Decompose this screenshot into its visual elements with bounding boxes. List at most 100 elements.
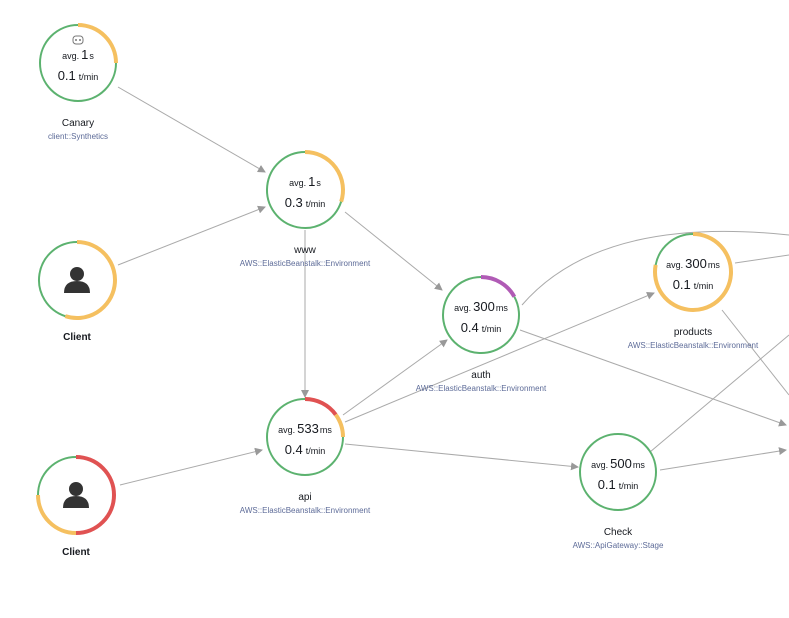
node-name: products	[674, 327, 712, 338]
edge	[659, 447, 787, 471]
avg-value: 500	[610, 456, 632, 471]
avg-unit: ms	[633, 460, 645, 470]
service-node[interactable]: avg. 1s0.3 t/minwwwAWS::ElasticBeanstalk::…	[240, 150, 371, 268]
health-ring	[304, 397, 338, 416]
health-ring	[37, 456, 77, 496]
node-bg	[267, 399, 343, 475]
node-bg	[40, 25, 116, 101]
health-ring	[304, 150, 345, 203]
avg-value: 300	[685, 256, 707, 271]
user-icon-head	[69, 482, 83, 496]
rate-value: 0.1	[673, 277, 691, 292]
health-ring	[334, 413, 345, 438]
health-ring	[64, 240, 117, 320]
avg-latency: avg. 1s	[62, 47, 94, 62]
health-ring	[653, 232, 733, 312]
node-name: Client	[62, 547, 90, 558]
rate-value: 0.3	[285, 195, 303, 210]
throughput: 0.1 t/min	[598, 477, 639, 492]
edge	[344, 292, 655, 423]
avg-prefix: avg.	[454, 303, 471, 313]
node-name: Canary	[62, 118, 94, 129]
avg-prefix: avg.	[289, 178, 306, 188]
node-name: auth	[471, 370, 490, 381]
health-ring	[38, 241, 78, 318]
health-ring	[36, 494, 77, 535]
avg-unit: s	[316, 178, 321, 188]
node-bg	[267, 152, 343, 228]
canary-icon	[72, 35, 84, 45]
canary-eye	[79, 39, 81, 41]
health-ring	[579, 433, 657, 511]
node-bg	[580, 434, 656, 510]
rate-unit: t/min	[306, 446, 326, 456]
avg-prefix: avg.	[62, 51, 79, 61]
avg-unit: ms	[496, 303, 508, 313]
node-type: AWS::ApiGateway::Stage	[573, 541, 664, 550]
throughput: 0.1 t/min	[58, 68, 99, 83]
health-ring	[654, 233, 694, 266]
node-bg	[443, 277, 519, 353]
edge	[117, 86, 266, 173]
throughput: 0.3 t/min	[285, 195, 326, 210]
avg-latency: avg. 500ms	[591, 456, 645, 471]
edge	[344, 211, 443, 291]
health-ring	[266, 398, 344, 476]
node-name: Check	[604, 527, 633, 538]
avg-value: 300	[473, 299, 495, 314]
avg-latency: avg. 533ms	[278, 421, 332, 436]
user-icon-body	[64, 281, 90, 293]
rate-value: 0.4	[461, 320, 479, 335]
canary-eye	[75, 39, 77, 41]
node-bg	[655, 234, 731, 310]
edge	[344, 443, 579, 471]
avg-unit: s	[89, 51, 94, 61]
edge	[734, 254, 789, 264]
node-name: api	[298, 492, 311, 503]
health-ring	[266, 151, 343, 229]
edge	[117, 205, 266, 266]
health-ring	[77, 23, 118, 64]
avg-prefix: avg.	[666, 260, 683, 270]
throughput: 0.4 t/min	[285, 442, 326, 457]
throughput: 0.1 t/min	[673, 277, 714, 292]
node-type: AWS::ElasticBeanstalk::Environment	[240, 506, 371, 515]
avg-unit: ms	[708, 260, 720, 270]
health-ring	[39, 24, 117, 102]
user-icon-body	[63, 496, 89, 508]
avg-value: 1	[308, 174, 315, 189]
avg-prefix: avg.	[591, 460, 608, 470]
avg-unit: ms	[320, 425, 332, 435]
rate-value: 0.1	[58, 68, 76, 83]
rate-unit: t/min	[306, 199, 326, 209]
health-ring	[75, 455, 116, 535]
rate-unit: t/min	[79, 72, 99, 82]
node-type: AWS::ElasticBeanstalk::Environment	[416, 384, 547, 393]
nodes: avg. 1s0.1 t/minCanaryclient::Syntheticsav…	[36, 23, 759, 558]
node-type: AWS::ElasticBeanstalk::Environment	[240, 259, 371, 268]
edge	[119, 447, 263, 486]
throughput: 0.4 t/min	[461, 320, 502, 335]
health-ring	[442, 276, 520, 354]
node-type: client::Synthetics	[48, 132, 108, 141]
avg-prefix: avg.	[278, 425, 295, 435]
avg-value: 533	[297, 421, 319, 436]
health-ring	[480, 275, 517, 298]
rate-unit: t/min	[619, 481, 639, 491]
avg-latency: avg. 1s	[289, 174, 321, 189]
node-name: www	[293, 245, 316, 256]
node-name: Client	[63, 332, 91, 343]
rate-unit: t/min	[694, 281, 714, 291]
avg-latency: avg. 300ms	[666, 256, 720, 271]
edge	[649, 334, 789, 453]
service-node[interactable]: Client	[38, 240, 117, 343]
service-node[interactable]: Client	[36, 455, 116, 558]
edge	[721, 309, 789, 396]
avg-latency: avg. 300ms	[454, 299, 508, 314]
